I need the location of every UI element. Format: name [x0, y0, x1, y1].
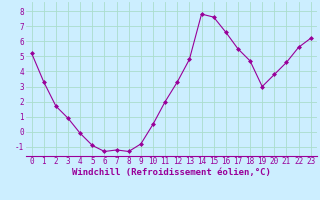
X-axis label: Windchill (Refroidissement éolien,°C): Windchill (Refroidissement éolien,°C) [72, 168, 271, 177]
